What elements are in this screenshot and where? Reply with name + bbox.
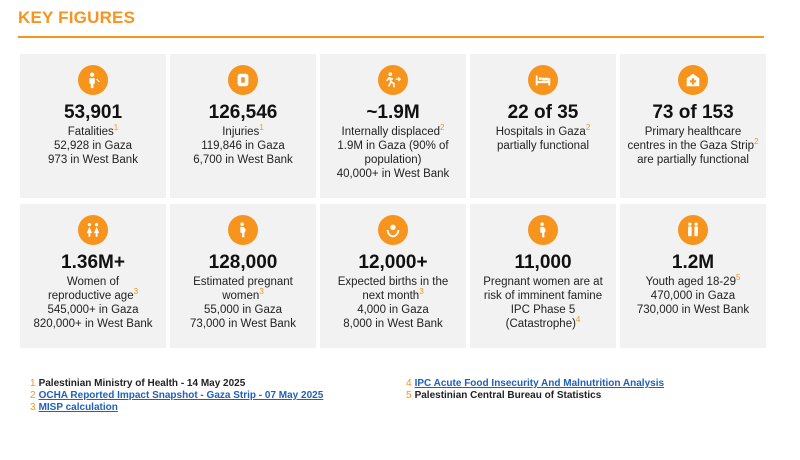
footnote-link[interactable]: IPC Acute Food Insecurity And Malnutriti… — [414, 378, 665, 389]
footnote-ref: 2 — [440, 123, 445, 133]
footnote-ref: 3 — [259, 287, 264, 297]
figure-detail: 973 in West Bank — [48, 154, 138, 166]
person-icon — [78, 65, 108, 95]
page-title: KEY FIGURES — [18, 8, 136, 27]
figure-value: 128,000 — [208, 252, 278, 273]
footnote-text: Palestinian Ministry of Health - 14 May … — [38, 378, 246, 389]
figure-label: Fatalities1 — [67, 123, 119, 138]
figure-card: 73 of 153 Primary healthcare centres in th… — [620, 54, 766, 198]
figure-detail: 730,000 in West Bank — [636, 304, 750, 316]
footnote-ref: 2 — [754, 137, 759, 147]
figure-card: 1.2M Youth aged 18-295 470,000 in Gaza 730,… — [620, 204, 766, 348]
figure-card: 11,000 Pregnant women are at risk of immin… — [470, 204, 616, 348]
figure-detail: are partially functional — [637, 154, 749, 166]
bandage-icon — [228, 65, 258, 95]
figure-label: Estimated pregnant — [193, 276, 293, 288]
newborn-icon — [378, 215, 408, 245]
figure-card: ~1.9M Internally displaced2 1.9M in Gaza (… — [320, 54, 466, 198]
figure-detail: next month3 — [362, 287, 424, 302]
footnote-number: 5 — [406, 390, 412, 401]
footnotes-left: 1 Palestinian Ministry of Health - 14 May… — [30, 378, 323, 414]
hospital-bed-icon — [528, 65, 558, 95]
figure-detail: risk of imminent famine — [483, 290, 603, 302]
figure-label: Primary healthcare — [644, 126, 742, 138]
figure-card: 12,000+ Expected births in the next month3… — [320, 204, 466, 348]
figure-detail: 73,000 in West Bank — [190, 318, 296, 330]
figure-value: 11,000 — [514, 252, 572, 273]
footnote-number: 4 — [406, 378, 412, 389]
footnote: 5 Palestinian Central Bureau of Statistic… — [406, 390, 664, 402]
figure-value: 73 of 153 — [652, 102, 734, 123]
title-underline — [18, 36, 764, 38]
health-centre-icon — [678, 65, 708, 95]
figure-detail: 1.9M in Gaza (90% of — [337, 140, 449, 152]
figure-detail: women3 — [222, 287, 264, 302]
figure-detail: 52,928 in Gaza — [53, 140, 132, 152]
footnote-ref: 1 — [113, 123, 119, 133]
figure-value: 1.2M — [671, 252, 715, 273]
figure-label: Youth aged 18-295 — [645, 273, 741, 288]
footnote-ref: 2 — [585, 123, 591, 133]
figure-label: Pregnant women are at — [483, 276, 603, 288]
figure-detail: 8,000 in West Bank — [343, 318, 443, 330]
figure-detail: IPC Phase 5 — [510, 304, 576, 316]
running-person-icon — [378, 65, 408, 95]
figure-detail: reproductive age3 — [47, 287, 139, 302]
figure-detail: 470,000 in Gaza — [650, 290, 736, 302]
footnote[interactable]: 4 IPC Acute Food Insecurity And Malnutrit… — [406, 378, 664, 390]
footnote-ref: 5 — [735, 273, 741, 283]
figure-detail: (Catastrophe)4 — [505, 315, 581, 330]
figure-detail: 545,000+ in Gaza — [47, 304, 139, 316]
pregnant-woman-icon — [528, 215, 558, 245]
figure-value: 53,901 — [63, 102, 123, 123]
footnotes-right: 4 IPC Acute Food Insecurity And Malnutrit… — [406, 378, 664, 402]
figure-label: Women of — [66, 276, 120, 288]
footnote[interactable]: 2 OCHA Reported Impact Snapshot - Gaza St… — [30, 390, 323, 402]
footnote-link[interactable]: MISP calculation — [38, 402, 118, 413]
figure-card: 1.36M+ Women of reproductive age3 545,000+ … — [20, 204, 166, 348]
figure-value: ~1.9M — [366, 102, 420, 123]
figure-label: Hospitals in Gaza2 — [495, 123, 591, 138]
figure-label: Internally displaced2 — [341, 123, 445, 138]
youth-icon — [678, 215, 708, 245]
figure-detail: 40,000+ in West Bank — [336, 168, 450, 180]
figure-detail: 820,000+ in West Bank — [33, 318, 153, 330]
footnote: 1 Palestinian Ministry of Health - 14 May… — [30, 378, 323, 390]
footnote-text: Palestinian Central Bureau of Statistics — [414, 390, 602, 401]
figure-value: 12,000+ — [358, 252, 428, 273]
footnote-ref: 4 — [575, 315, 581, 325]
figure-card: 126,546 Injuries1 119,846 in Gaza 6,700 in … — [170, 54, 316, 198]
key-figures-grid: 53,901 Fatalities1 52,928 in Gaza 973 in We… — [20, 54, 766, 348]
figure-value: 1.36M+ — [61, 252, 125, 273]
figure-detail: population) — [364, 154, 422, 166]
figure-detail: 6,700 in West Bank — [193, 154, 293, 166]
figure-card: 22 of 35 Hospitals in Gaza2 partially func… — [470, 54, 616, 198]
footnote-number: 2 — [30, 390, 36, 401]
figure-detail: partially functional — [496, 140, 590, 152]
figure-detail: centres in the Gaza Strip2 — [627, 137, 759, 152]
women-icon — [78, 215, 108, 245]
figure-card: 128,000 Estimated pregnant women3 55,000 in… — [170, 204, 316, 348]
footnote-number: 1 — [30, 378, 36, 389]
footnote-link[interactable]: OCHA Reported Impact Snapshot - Gaza Str… — [38, 390, 324, 401]
footnote-ref: 3 — [419, 287, 424, 297]
figure-detail: 119,846 in Gaza — [201, 140, 285, 152]
figure-value: 22 of 35 — [507, 102, 579, 123]
figure-card: 53,901 Fatalities1 52,928 in Gaza 973 in We… — [20, 54, 166, 198]
footnote-ref: 3 — [133, 287, 139, 297]
figure-label: Expected births in the — [337, 276, 449, 288]
figure-detail: 4,000 in Gaza — [357, 304, 429, 316]
footnote[interactable]: 3 MISP calculation — [30, 402, 323, 414]
figure-detail: 55,000 in Gaza — [203, 304, 282, 316]
footnote-number: 3 — [30, 402, 36, 413]
figure-label: Injuries1 — [222, 123, 264, 138]
figure-value: 126,546 — [208, 102, 278, 123]
pregnant-woman-icon — [228, 215, 258, 245]
footnote-ref: 1 — [259, 123, 264, 133]
